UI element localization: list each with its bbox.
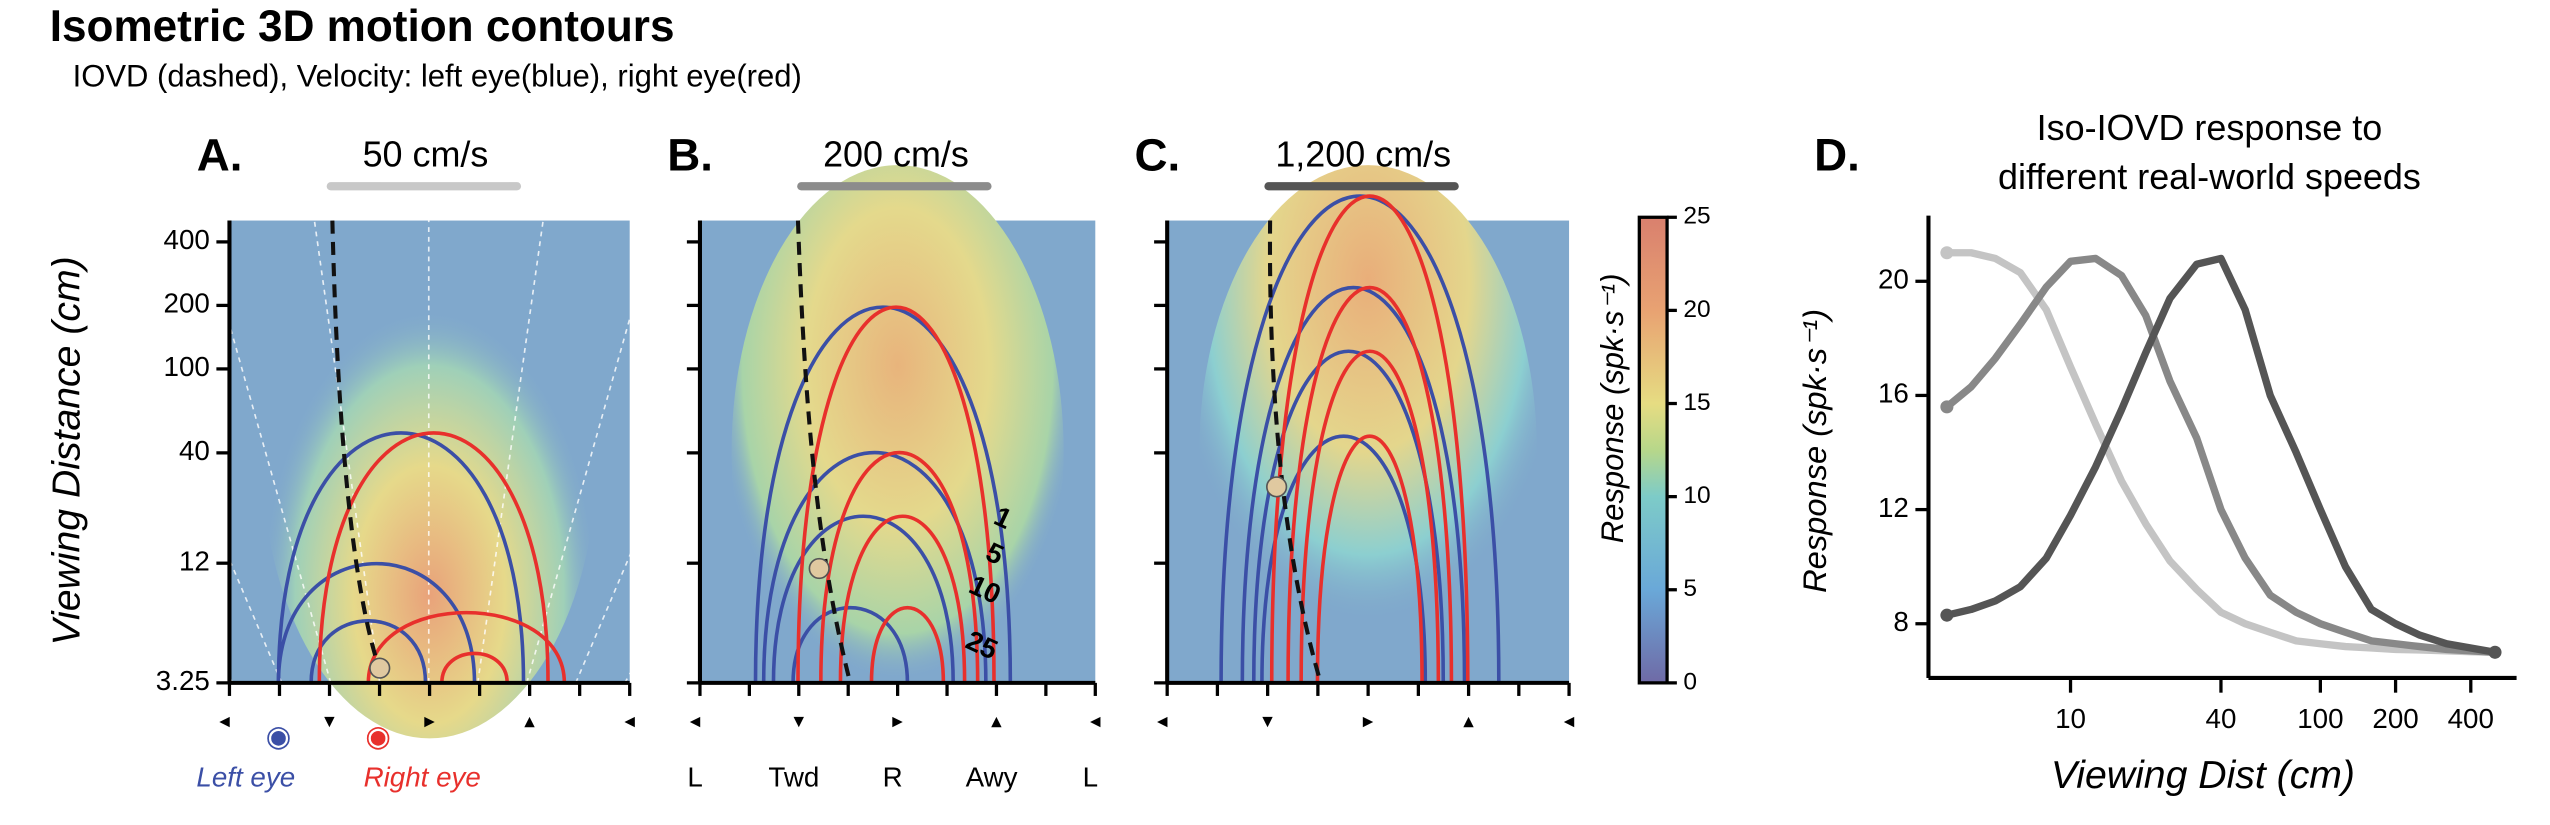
y-axis-label: Response (spk·s⁻¹) [1796,309,1833,593]
series-start-dot [1940,608,1954,622]
right-eye-contour [317,431,550,683]
x-tick-label: 200 [2372,703,2418,734]
subtitle: IOVD (dashed), Velocity: left eye(blue),… [73,59,802,94]
left-eye-contour [276,431,526,683]
y-tick-label: 100 [164,351,210,382]
right-eye-contour [440,651,509,684]
iovd-contour [1267,220,1323,684]
left-eye-contour [309,619,428,683]
x-tick-label: L [1083,762,1098,793]
iovd-line [525,220,659,684]
panel-letter: D. [1814,130,1860,181]
direction-marker: ◂ [624,710,635,733]
right-eye-contour [796,305,996,683]
left-eye-contour [1240,285,1467,683]
colorbar-tick-label: 0 [1683,668,1697,695]
series-line [1944,254,2496,656]
y-tick-label: 400 [164,224,210,255]
direction-marker: ◂ [690,710,701,733]
eye-icon: ◉ [266,720,292,753]
y-tick-label: 8 [1893,606,1908,637]
direction-marker: ◂ [1090,710,1101,733]
colorbar-label: Response (spk·s⁻¹) [1595,274,1630,544]
title: Isometric 3D motion contours [50,2,675,51]
panel-letter: B. [667,130,713,181]
left-eye-contour [771,514,955,683]
right-eye-contour [838,514,967,683]
series-end-dot [2488,645,2502,659]
iovd-contour [795,220,853,684]
colorbar [1637,215,1669,685]
x-tick-label: Twd [768,762,819,793]
panel-letter: C. [1135,130,1181,181]
right-eye-contour [1286,286,1454,683]
y-tick-label: 12 [179,546,210,577]
iovd-line [199,220,332,684]
speed-label: 50 cm/s [363,133,489,174]
chart-title: Iso-IOVD response to [2037,107,2383,148]
series-start-dot [1940,246,1954,260]
heatmap-blob [261,165,598,739]
direction-marker: ◂ [1157,710,1168,733]
x-tick-label: L [687,762,702,793]
x-tick-label: 10 [2055,703,2086,734]
direction-marker: ▸ [892,710,903,733]
x-tick-label: 40 [2206,703,2237,734]
x-tick-label: R [883,762,903,793]
y-tick-label: 20 [1878,264,1909,295]
right-eye-contour [1315,434,1424,683]
speed-label: 200 cm/s [823,133,969,174]
speed-label: 1,200 cm/s [1275,133,1451,174]
colorbar-tick-label: 20 [1683,296,1710,323]
colorbar-tick-label: 10 [1683,482,1710,509]
direction-marker: ◂ [1564,710,1575,733]
direction-marker: ▴ [524,710,535,733]
direction-marker: ▴ [1463,710,1474,733]
y-tick-label: 12 [1878,492,1909,523]
fixation-dot [1266,476,1288,498]
series-line [1946,254,2496,656]
right-eye-contour [1299,349,1441,683]
fixation-dot [369,657,391,679]
direction-marker: ▸ [1363,710,1374,733]
y-tick-label: 3.25 [156,665,210,696]
colorbar-tick-label: 15 [1683,389,1710,416]
right-eye-contour [366,610,567,683]
direction-marker: ▾ [1262,710,1273,733]
right-eye-contour [869,606,946,683]
series-start-dot [1940,400,1954,414]
chart-title: different real-world speeds [1998,156,2421,197]
x-tick-label: 400 [2448,703,2494,734]
y-tick-label: 200 [164,288,210,319]
direction-marker: ▸ [424,710,435,733]
left-eye-contour [1219,194,1501,683]
x-axis-label: Viewing Dist (cm) [2051,754,2355,797]
y-tick-label: 40 [179,435,210,466]
direction-marker: ◂ [219,710,230,733]
x-tick-label: Awy [966,762,1018,793]
left-eye-contour [753,305,1013,683]
colorbar-tick-label: 5 [1683,575,1697,602]
fixation-dot [808,557,830,580]
panel-letter: A. [197,130,243,181]
left-eye-label: Left eye [196,762,295,793]
y-tick-label: 16 [1878,378,1909,409]
direction-marker: ▾ [324,710,335,733]
colorbar-tick-label: 25 [1683,203,1710,230]
right-eye-label: Right eye [364,762,481,793]
eye-icon: ◉ [365,720,391,753]
direction-marker: ▴ [991,710,1002,733]
right-eye-contour [1269,194,1470,683]
x-tick-label: 100 [2297,703,2343,734]
left-eye-contour [276,562,477,683]
y-axis-label: Viewing Distance (cm) [46,256,89,645]
iovd-line [0,269,234,684]
left-eye-contour [761,451,988,683]
iovd-contour [330,220,382,671]
direction-marker: ▾ [793,710,804,733]
